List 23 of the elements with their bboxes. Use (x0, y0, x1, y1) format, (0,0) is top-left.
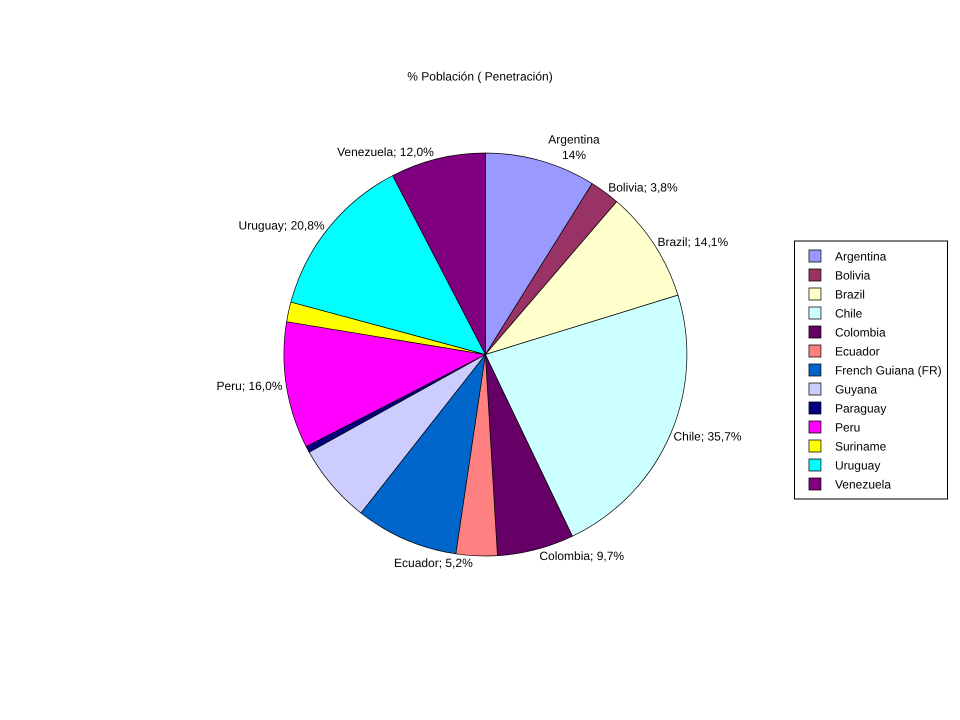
legend-label: Argentina (834, 250, 887, 264)
legend-label: Uruguay (834, 458, 880, 473)
data-label: Peru; 16,0% (216, 378, 283, 393)
legend-label: Chile (834, 306, 863, 321)
legend-label: Peru (834, 420, 860, 435)
data-label: Ecuador; 5,2% (394, 556, 474, 570)
data-label: Bolivia; 3,8% (608, 180, 678, 195)
data-label: Colombia; 9,7% (539, 549, 624, 564)
legend-label: Venezuela (834, 478, 892, 492)
legend-label: Paraguay (834, 402, 886, 416)
legend-label: Suriname (834, 440, 887, 454)
data-label: Uruguay; 20,8% (238, 218, 325, 232)
data-label: Brazil; 14,1% (657, 234, 728, 249)
legend-label: Colombia (834, 326, 886, 340)
legend-label: Brazil (834, 288, 865, 302)
data-label: Chile; 35,7% (673, 429, 742, 444)
data-label: Argentina 14% (548, 132, 600, 162)
legend-label: Ecuador (834, 344, 880, 359)
data-label: Venezuela; 12,0% (337, 145, 434, 160)
legend-label: French Guiana (FR) (834, 364, 942, 378)
legend-label: Guyana (834, 382, 878, 397)
legend-label: Bolivia (834, 268, 871, 283)
chart-title: % Población ( Penetración) (407, 69, 553, 84)
